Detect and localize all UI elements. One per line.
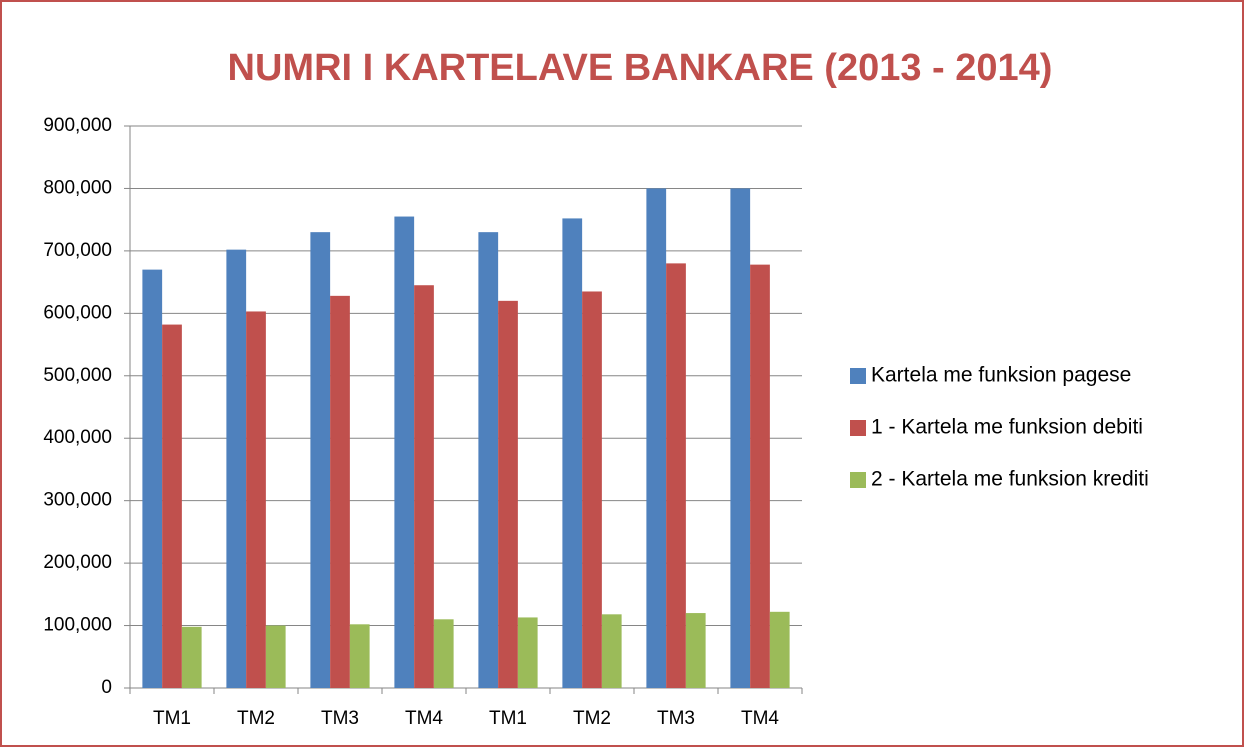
bar [582, 291, 602, 688]
bar [666, 263, 686, 688]
bar [226, 249, 247, 688]
y-tick-label: 300,000 [43, 490, 112, 511]
y-tick-label: 800,000 [43, 177, 112, 198]
bar [601, 614, 622, 688]
bar [330, 295, 350, 688]
bar [498, 300, 518, 688]
y-tick-label: 900,000 [43, 115, 112, 136]
bar [162, 324, 182, 688]
legend-label: 2 - Kartela me funksion krediti [871, 468, 1149, 491]
x-tick-label: TM1 [489, 708, 527, 729]
y-tick-label: 600,000 [43, 302, 112, 323]
x-tick-label: TM3 [657, 708, 695, 729]
x-tick-label: TM3 [321, 708, 359, 729]
y-tick-label: 0 [101, 677, 112, 698]
legend-swatch [850, 420, 866, 436]
x-tick-label: TM1 [153, 708, 191, 729]
y-tick-label: 400,000 [43, 427, 112, 448]
x-tick-label: TM2 [237, 708, 275, 729]
bar [646, 188, 667, 688]
bar [730, 188, 751, 688]
bar [769, 611, 790, 688]
x-tick-label: TM2 [573, 708, 611, 729]
chart-title: NUMRI I KARTELAVE BANKARE (2013 - 2014) [228, 47, 1053, 89]
legend-label: 1 - Kartela me funksion debiti [871, 416, 1143, 439]
y-tick-label: 700,000 [43, 240, 112, 261]
legend-swatch [850, 472, 866, 488]
x-tick-label: TM4 [405, 708, 443, 729]
bar [265, 625, 286, 688]
bar [142, 269, 163, 688]
bar [246, 311, 266, 688]
y-tick-label: 200,000 [43, 552, 112, 573]
legend-swatch [850, 368, 866, 384]
bar [750, 264, 770, 688]
bar [433, 619, 454, 688]
bar [562, 218, 583, 688]
legend-label: Kartela me funksion pagese [871, 364, 1131, 387]
bar [394, 216, 415, 689]
bar [478, 232, 499, 688]
y-tick-label: 100,000 [43, 615, 112, 636]
bar [181, 626, 202, 688]
x-tick-label: TM4 [741, 708, 779, 729]
bar [414, 285, 434, 688]
y-tick-label: 500,000 [43, 365, 112, 386]
bar [517, 617, 538, 688]
bar [349, 624, 370, 688]
bar [310, 232, 331, 688]
bar [685, 613, 706, 688]
